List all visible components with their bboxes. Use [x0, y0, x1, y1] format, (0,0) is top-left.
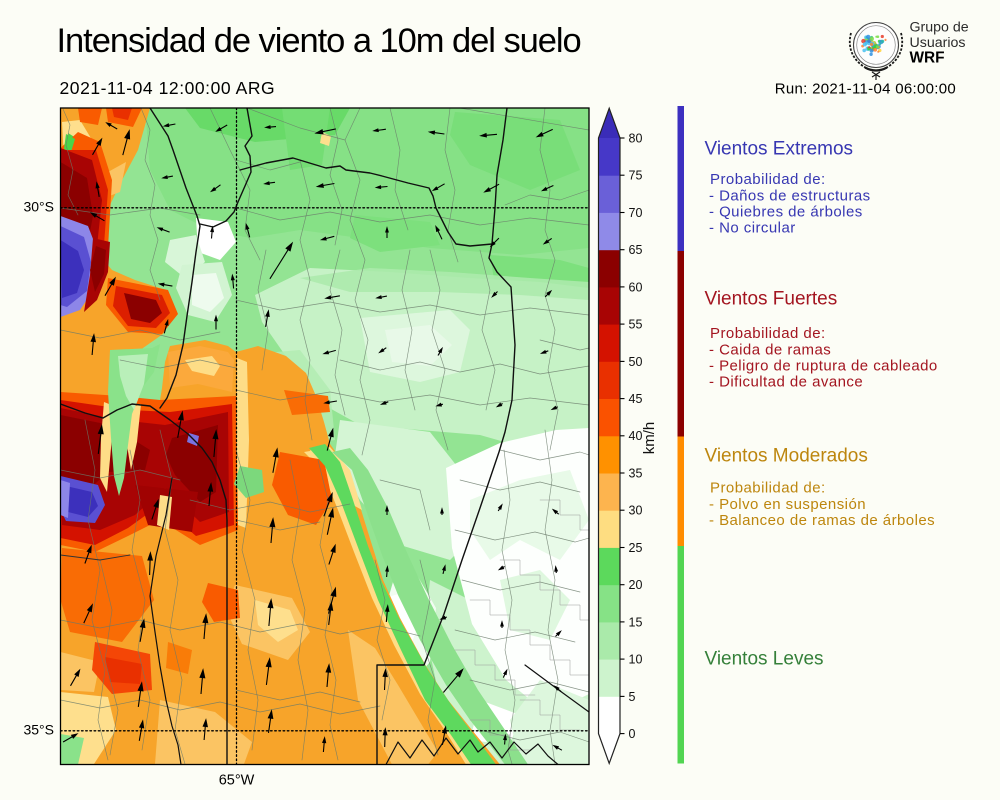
svg-text:- Quiebres de árboles: - Quiebres de árboles	[709, 204, 863, 221]
svg-text:km/h: km/h	[641, 422, 658, 455]
svg-text:65°W: 65°W	[219, 773, 255, 789]
svg-text:Intensidad de viento a 10m del: Intensidad de viento a 10m del suelo	[57, 22, 581, 60]
svg-text:80: 80	[629, 131, 643, 145]
svg-text:Probabilidad de:: Probabilidad de:	[710, 171, 826, 188]
svg-text:- Daños de estructuras: - Daños de estructuras	[709, 188, 871, 205]
svg-text:Vientos Extremos: Vientos Extremos	[705, 139, 854, 160]
svg-text:- No circular: - No circular	[709, 220, 796, 237]
svg-text:55: 55	[629, 318, 643, 332]
svg-text:- Balanceo de ramas de árboles: - Balanceo de ramas de árboles	[709, 512, 935, 529]
svg-text:40: 40	[629, 429, 643, 443]
svg-text:15: 15	[629, 615, 643, 629]
svg-text:35°S: 35°S	[23, 721, 54, 737]
svg-text:Vientos Moderados: Vientos Moderados	[705, 446, 868, 467]
svg-text:70: 70	[629, 206, 643, 220]
svg-text:- Peligro de ruptura de cablea: - Peligro de ruptura de cableado	[709, 358, 938, 375]
svg-text:65: 65	[629, 243, 643, 257]
svg-text:45: 45	[629, 392, 643, 406]
svg-text:Vientos Leves: Vientos Leves	[705, 649, 824, 670]
svg-text:- Polvo en suspensión: - Polvo en suspensión	[709, 496, 866, 513]
svg-text:- Caida de ramas: - Caida de ramas	[709, 342, 831, 359]
svg-text:- Dificultad de avance: - Dificultad de avance	[709, 373, 863, 390]
svg-text:WRF: WRF	[910, 50, 945, 67]
svg-text:Vientos Fuertes: Vientos Fuertes	[705, 289, 838, 310]
svg-text:50: 50	[629, 355, 643, 369]
svg-text:2021-11-04 12:00:00 ARG: 2021-11-04 12:00:00 ARG	[60, 78, 276, 98]
svg-text:10: 10	[629, 653, 643, 667]
svg-text:20: 20	[629, 578, 643, 592]
svg-text:75: 75	[629, 169, 643, 183]
svg-text:60: 60	[629, 280, 643, 294]
svg-text:Probabilidad de:: Probabilidad de:	[710, 480, 826, 497]
svg-text:5: 5	[629, 690, 636, 704]
svg-text:Probabilidad de:: Probabilidad de:	[710, 325, 826, 342]
svg-text:Grupo de: Grupo de	[910, 20, 969, 36]
svg-text:0: 0	[629, 727, 636, 741]
svg-text:30: 30	[629, 504, 643, 518]
svg-text:25: 25	[629, 541, 643, 555]
svg-text:30°S: 30°S	[23, 198, 54, 214]
svg-text:Run: 2021-11-04 06:00:00: Run: 2021-11-04 06:00:00	[775, 81, 956, 98]
svg-text:35: 35	[629, 466, 643, 480]
svg-text:Usuarios: Usuarios	[910, 35, 966, 51]
